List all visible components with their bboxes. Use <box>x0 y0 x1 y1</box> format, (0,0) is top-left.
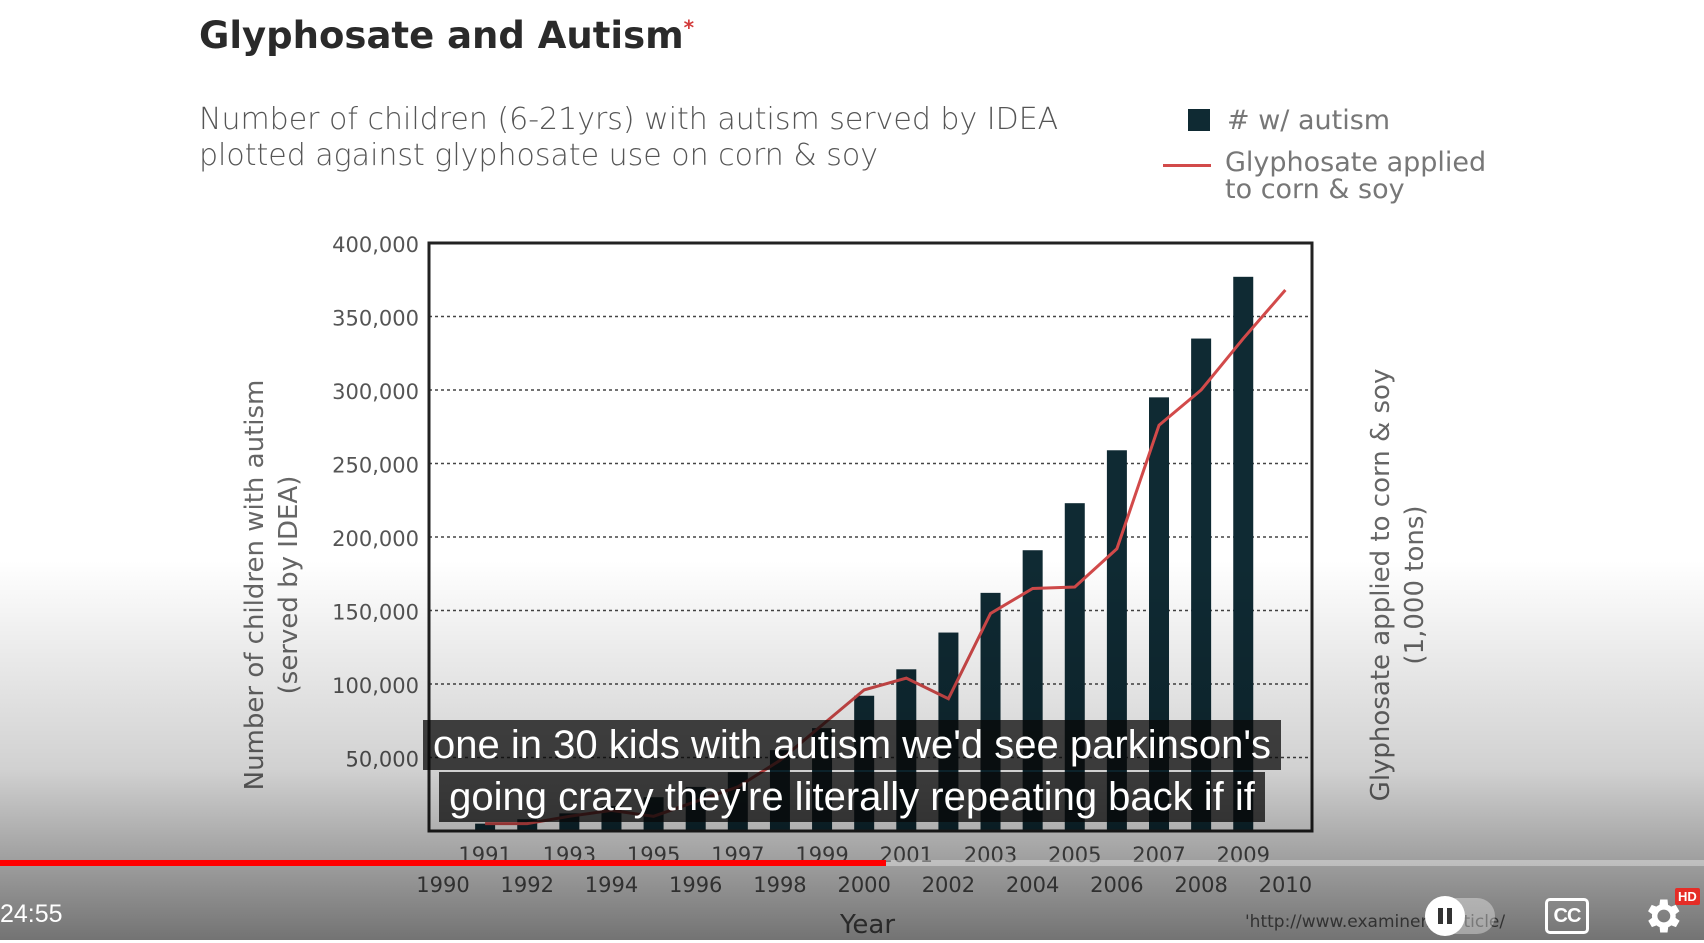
y-tick-label: 250,000 <box>332 454 419 478</box>
bar <box>685 786 706 831</box>
legend-bar-swatch <box>1188 109 1210 131</box>
captions-button[interactable]: CC <box>1545 898 1589 934</box>
bar <box>769 750 790 831</box>
y-axis-ticks: 400,000 350,000 300,000 250,000 200,000 150,0… <box>332 233 419 772</box>
legend-bar-label: # w/ autism <box>1227 105 1391 136</box>
y-axis-label-left-line1: Number of children with autism <box>240 379 270 791</box>
y-axis-label-right: Glyphosate applied to corn & soy (1,000 … <box>1364 325 1432 845</box>
source-url: 'http://www.examiner.c <box>1245 912 1441 932</box>
bar <box>896 669 917 831</box>
pause-icon <box>1425 896 1465 936</box>
y-tick-label: 200,000 <box>332 527 419 551</box>
x-tick-label: 2000 <box>837 873 890 897</box>
slide-subtitle: Number of children (6-21yrs) with autism… <box>199 102 1099 174</box>
bar <box>1106 450 1127 831</box>
gridlines <box>429 315 1312 759</box>
y-axis-label-right-line1: Glyphosate applied to corn & soy <box>1366 368 1396 802</box>
y-tick-label: 400,000 <box>332 233 419 257</box>
title-text: Glyphosate and Autism <box>199 14 684 57</box>
legend-line-label: Glyphosate applied to corn & soy <box>1225 149 1486 203</box>
x-tick-label: 2006 <box>1090 873 1143 897</box>
x-tick-label: 2002 <box>922 873 975 897</box>
y-axis-label-left-line2: (served by IDEA) <box>274 475 304 695</box>
x-tick-label: 2008 <box>1174 873 1227 897</box>
settings-button[interactable] <box>1640 894 1684 938</box>
y-tick-label: 350,000 <box>332 307 419 331</box>
bar <box>1064 503 1085 831</box>
bar <box>1191 338 1212 831</box>
bar <box>1233 276 1254 831</box>
progress-played <box>0 860 887 866</box>
bar <box>812 728 833 831</box>
legend-line-label-line1: Glyphosate applied <box>1225 147 1487 178</box>
x-axis-ticks: 1991 1993 1995 1997 1999 2001 2003 2005 2007 2009… <box>416 843 1312 897</box>
x-tick-label: 2010 <box>1259 873 1312 897</box>
x-tick-label: 1994 <box>585 873 638 897</box>
y-tick-label: 300,000 <box>332 380 419 404</box>
hd-badge: HD <box>1675 888 1700 905</box>
y-axis-label-left: Number of children with autism (served b… <box>238 305 306 865</box>
x-tick-label: 1990 <box>416 873 469 897</box>
y-axis-label-right-line2: (1,000 tons) <box>1400 505 1430 665</box>
time-display: 24:55 <box>0 900 63 928</box>
slide-title: Glyphosate and Autism* <box>199 14 694 57</box>
autoplay-toggle[interactable] <box>1425 896 1495 936</box>
progress-bar[interactable] <box>0 860 1704 866</box>
captions-label: CC <box>1553 904 1582 927</box>
title-footnote-marker: * <box>683 15 695 40</box>
x-tick-label: 2004 <box>1006 873 1059 897</box>
x-tick-label: 1996 <box>669 873 722 897</box>
y-tick-label: 150,000 <box>332 601 419 625</box>
gear-icon <box>1648 899 1680 933</box>
legend-line-label-line2: to corn & soy <box>1225 174 1405 205</box>
bar <box>854 695 875 831</box>
bar-series <box>475 276 1254 831</box>
y-tick-label: 100,000 <box>332 674 419 698</box>
y-tick-label: 50,000 <box>346 748 419 772</box>
x-tick-label: 1992 <box>501 873 554 897</box>
legend-line-swatch <box>1163 164 1211 167</box>
bar <box>938 632 959 831</box>
subtitle-line: Number of children (6-21yrs) with autism… <box>199 102 1059 137</box>
bar <box>1149 397 1170 831</box>
subtitle-line: plotted against glyphosate use on corn &… <box>199 138 879 173</box>
x-tick-label: 1998 <box>753 873 806 897</box>
x-axis-label: Year <box>840 910 896 940</box>
